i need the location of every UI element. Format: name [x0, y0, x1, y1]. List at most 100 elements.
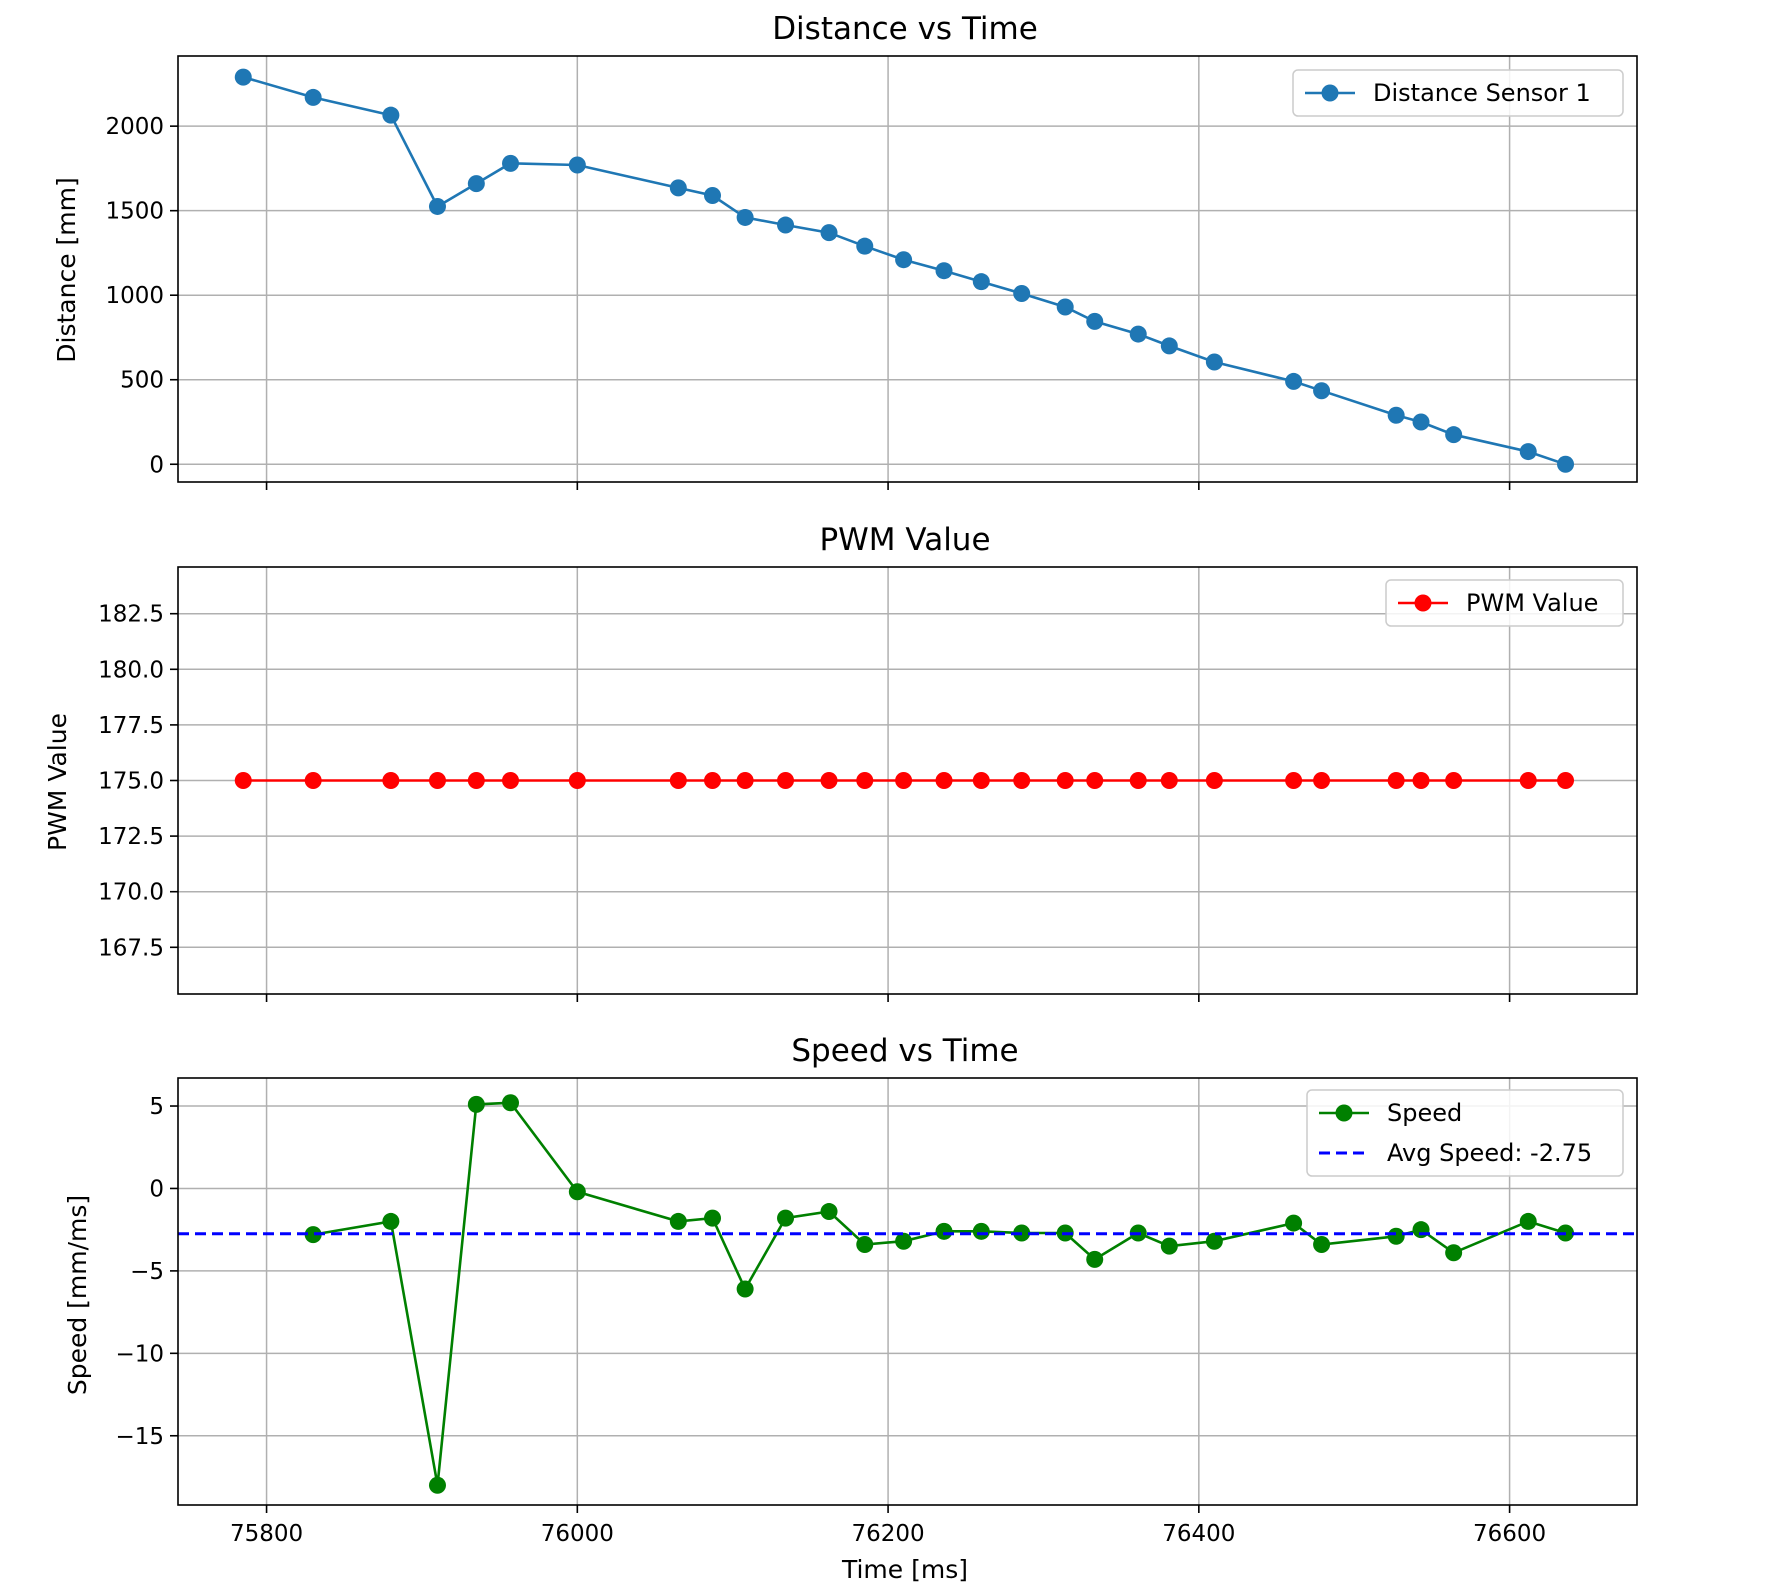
speed-x-tick-label: 75800	[230, 1521, 303, 1547]
speed-data-point	[1205, 1232, 1223, 1250]
pwm-y-tick-label: 175.0	[98, 769, 164, 795]
distance-data-point	[1160, 337, 1178, 355]
pwm-data-point	[1519, 772, 1537, 789]
speed-series-line	[312, 1101, 1566, 1486]
speed-y-tick-label: −10	[115, 1341, 164, 1367]
speed-data-point	[382, 1212, 400, 1230]
pwm-data-point	[1557, 772, 1575, 789]
speed-data-point	[1445, 1244, 1463, 1262]
pwm-y-tick-label: 180.0	[98, 657, 164, 683]
pwm-data-point	[736, 772, 754, 789]
speed-y-tick-label: 5	[149, 1094, 164, 1120]
speed-plot-area: −15 −10 −5 0 5 75800 76000 76200 76400 76600 Speed…	[115, 1077, 1638, 1547]
pwm-legend-swatch-marker	[1414, 594, 1432, 612]
pwm-y-tick-label: 177.5	[98, 713, 164, 739]
distance-data-point	[234, 68, 252, 86]
pwm-data-point	[972, 772, 990, 789]
speed-data-point	[1313, 1236, 1331, 1254]
speed-y-tick-label: −15	[115, 1424, 164, 1450]
pwm-data-point	[1313, 772, 1331, 789]
pwm-data-point	[1160, 772, 1178, 789]
distance-data-point	[467, 175, 485, 193]
distance-data-point	[1086, 312, 1104, 330]
distance-data-point	[304, 88, 322, 106]
distance-data-point	[1129, 325, 1147, 343]
distance-data-point	[502, 154, 520, 172]
speed-data-point	[428, 1476, 446, 1494]
speed-data-point	[704, 1209, 722, 1227]
speed-legend-label: Speed	[1387, 1099, 1462, 1127]
speed-y-tick-label: −5	[130, 1259, 164, 1285]
pwm-data-point	[502, 772, 520, 789]
speed-data-point	[669, 1212, 687, 1230]
distance-legend-box	[1292, 69, 1624, 117]
distance-data-point	[736, 208, 754, 226]
distance-data-point	[1013, 285, 1031, 303]
pwm-y-axis-label: PWM Value	[43, 713, 72, 851]
distance-data-point	[1285, 372, 1303, 390]
speed-x-tick-label: 76400	[1162, 1521, 1235, 1547]
pwm-legend: PWM Value	[1385, 579, 1624, 627]
distance-y-tick-label: 0	[149, 452, 164, 478]
distance-data-point	[669, 179, 687, 197]
speed-data-point	[736, 1280, 754, 1298]
speed-data-point	[777, 1209, 795, 1227]
distance-y-tick-label: 1500	[105, 199, 164, 225]
distance-axes-frame	[177, 55, 1638, 483]
pwm-data-point	[1086, 772, 1104, 789]
pwm-data-point	[568, 772, 586, 789]
pwm-chart-title: PWM Value	[819, 522, 990, 558]
distance-data-point	[1519, 443, 1537, 461]
pwm-data-point	[1412, 772, 1430, 789]
pwm-y-tick-label: 170.0	[98, 880, 164, 906]
pwm-data-point	[669, 772, 687, 789]
pwm-legend-box	[1385, 579, 1624, 627]
distance-data-point	[568, 156, 586, 174]
speed-chart-title: Speed vs Time	[791, 1033, 1018, 1069]
speed-data-point	[1160, 1237, 1178, 1255]
speed-x-axis-label: Time [ms]	[841, 1555, 968, 1584]
pwm-panel: PWM Value PWM Value 167.5 170.0 172.5 175.0…	[43, 522, 1638, 1002]
pwm-data-point	[382, 772, 400, 789]
speed-data-point	[972, 1222, 990, 1240]
distance-data-point	[1387, 406, 1405, 424]
speed-data-point	[820, 1203, 838, 1221]
distance-data-point	[704, 186, 722, 204]
pwm-data-point	[1205, 772, 1223, 789]
distance-data-point	[820, 224, 838, 242]
distance-data-point	[895, 251, 913, 269]
speed-y-axis-label: Speed [mm/ms]	[63, 1195, 92, 1395]
distance-data-point	[1205, 353, 1223, 371]
pwm-data-point	[1387, 772, 1405, 789]
distance-data-point	[1412, 413, 1430, 431]
distance-legend-label: Distance Sensor 1	[1373, 79, 1591, 107]
distance-y-tick-label: 1000	[105, 283, 164, 309]
distance-panel: Distance vs Time Distance [mm] 0 500 1000 1…	[52, 11, 1638, 490]
distance-data-point	[1557, 455, 1575, 473]
distance-data-point	[777, 216, 795, 234]
pwm-data-point	[777, 772, 795, 789]
distance-data-point	[382, 106, 400, 124]
pwm-data-point	[1285, 772, 1303, 789]
pwm-data-point	[856, 772, 874, 789]
pwm-data-point	[895, 772, 913, 789]
speed-data-point	[1387, 1227, 1405, 1245]
speed-legend-swatch-marker	[1335, 1104, 1353, 1122]
speed-x-tick-label: 76000	[541, 1521, 614, 1547]
speed-data-point	[304, 1226, 322, 1244]
speed-data-point	[935, 1222, 953, 1240]
pwm-y-tick-label: 172.5	[98, 824, 164, 850]
distance-y-tick-label: 2000	[105, 114, 164, 140]
pwm-data-point	[1129, 772, 1147, 789]
speed-data-point	[1086, 1250, 1104, 1268]
speed-legend-box	[1306, 1089, 1624, 1177]
speed-y-tick-label: 0	[149, 1176, 164, 1202]
speed-data-point	[1412, 1221, 1430, 1239]
distance-data-point	[1313, 382, 1331, 400]
pwm-data-point	[935, 772, 953, 789]
pwm-data-point	[467, 772, 485, 789]
pwm-data-point	[234, 772, 252, 789]
pwm-y-tick-label: 182.5	[98, 602, 164, 628]
